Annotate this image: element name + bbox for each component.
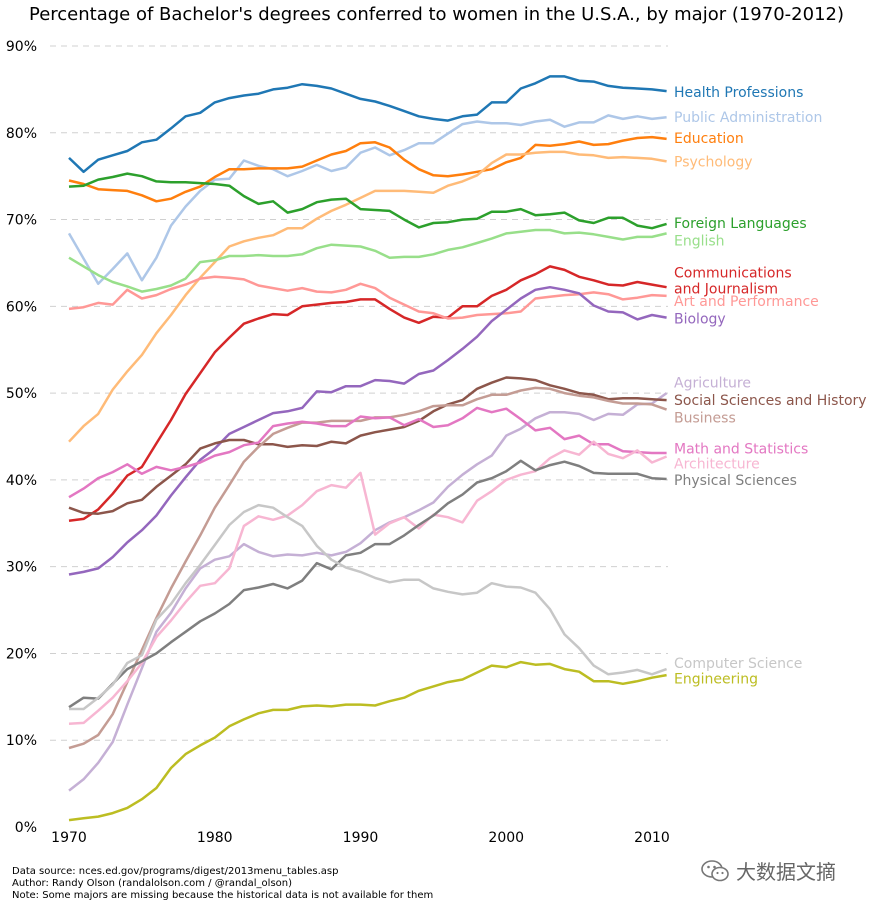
series-line <box>68 265 667 522</box>
series-label: Health Professions <box>674 85 803 101</box>
series-line <box>68 150 667 443</box>
grid-layer <box>50 45 668 741</box>
y-tick-label: 50% <box>6 386 37 402</box>
series-line <box>68 228 667 293</box>
series-label: Foreign Languages <box>674 216 807 232</box>
series-line <box>68 440 668 725</box>
series-label: Engineering <box>674 672 758 688</box>
data-source-note: Data source: nces.ed.gov/programs/digest… <box>12 866 339 877</box>
series-line <box>67 114 667 286</box>
series-label: Psychology <box>674 154 753 170</box>
lines-layer <box>67 75 668 822</box>
series-label: Architecture <box>674 456 760 472</box>
author-note: Author: Randy Olson (randalolson.com / @… <box>12 878 293 889</box>
series-label: English <box>674 233 725 249</box>
series-label: Education <box>674 131 744 147</box>
watermark-text: 大数据文摘 <box>736 860 836 884</box>
series-label: Public Administration <box>674 110 822 126</box>
x-tick-label: 1980 <box>197 830 233 846</box>
y-tick-label: 20% <box>6 646 37 662</box>
chart-title: Percentage of Bachelor's degrees conferr… <box>28 4 844 25</box>
x-tick-label: 2000 <box>488 830 524 846</box>
watermark: 大数据文摘 <box>700 856 836 885</box>
x-tick-label: 1970 <box>51 830 87 846</box>
y-tick-label: 10% <box>6 733 37 749</box>
y-tick-label: 80% <box>6 126 37 142</box>
series-line <box>68 285 667 576</box>
y-tick-label: 90% <box>6 39 37 55</box>
x-tick-label: 1990 <box>343 830 379 846</box>
y-tick-label: 60% <box>6 299 37 315</box>
footer: Data source: nces.ed.gov/programs/digest… <box>12 866 433 902</box>
series-label: Computer Science <box>674 656 802 672</box>
series-label: Communications and Journalism <box>674 265 792 297</box>
series-line <box>68 275 667 320</box>
series-label: Biology <box>674 311 726 327</box>
x-tick-label: 2010 <box>634 830 670 846</box>
series-line <box>68 392 668 792</box>
series-line <box>68 75 667 174</box>
series-line <box>68 376 667 515</box>
series-line <box>68 660 667 822</box>
series-label: Social Sciences and History <box>674 393 867 409</box>
series-line <box>69 503 668 711</box>
y-tick-label: 0% <box>15 820 37 836</box>
series-label: Physical Sciences <box>674 473 797 489</box>
missing-data-note: Note: Some majors are missing because th… <box>12 890 434 901</box>
series-labels: Health Professions Public Administration E… <box>674 85 867 688</box>
series-line <box>68 386 668 750</box>
series-label: Agriculture <box>674 376 751 392</box>
series-label: Math and Statistics <box>674 442 808 458</box>
series-line <box>68 135 667 203</box>
series-line <box>68 172 667 230</box>
y-tick-label: 70% <box>6 213 37 229</box>
y-tick-label: 30% <box>6 560 37 576</box>
series-label: Business <box>674 410 736 426</box>
series-line <box>68 406 667 499</box>
wechat-icon <box>701 859 729 881</box>
series-label: Art and Performance <box>674 294 819 310</box>
axis-layer: 0% 10% 20% 30% 40% 50% 60% 70% 80% 90% 1970 1980 199… <box>6 39 670 846</box>
series-line <box>68 459 667 709</box>
y-tick-label: 40% <box>6 473 37 489</box>
